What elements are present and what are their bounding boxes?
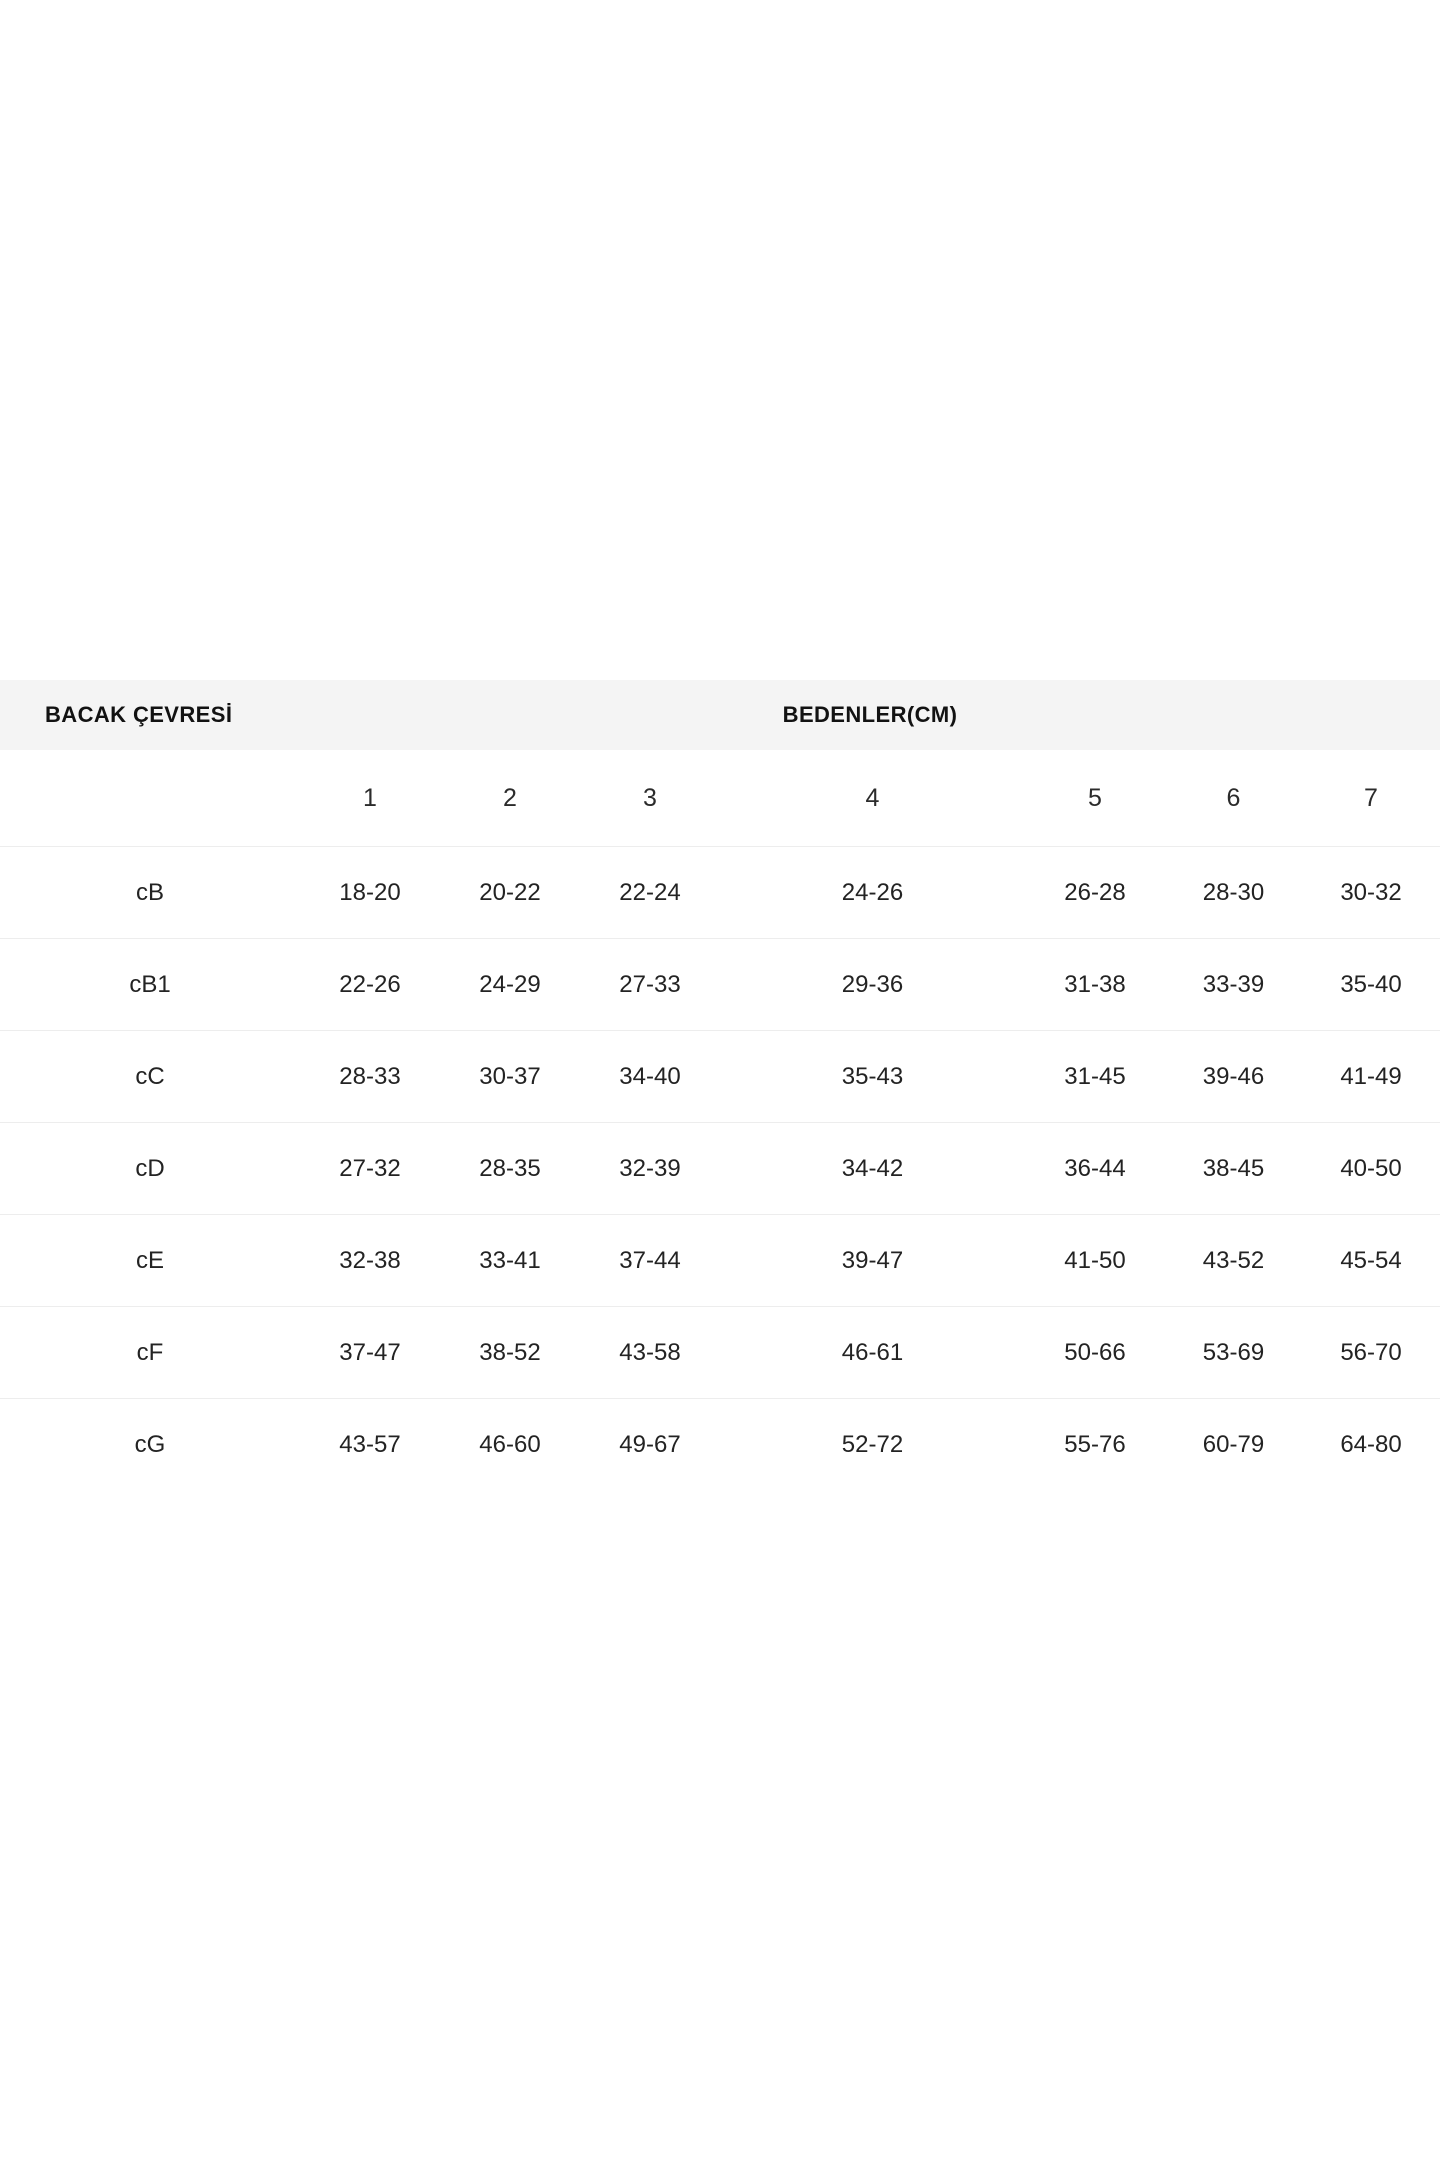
table-row: cF 37-47 38-52 43-58 46-61 50-66 53-69 5… <box>0 1306 1440 1399</box>
cell: 41-50 <box>1025 1214 1165 1307</box>
cell: 26-28 <box>1025 846 1165 939</box>
cell: 38-45 <box>1165 1122 1302 1215</box>
table-body: 1 2 3 4 5 6 7 cB 18-20 20-22 22-24 24-26… <box>0 750 1440 1490</box>
table-row: cB1 22-26 24-29 27-33 29-36 31-38 33-39 … <box>0 938 1440 1031</box>
cell: 39-47 <box>720 1214 1025 1307</box>
cell: 22-26 <box>300 938 440 1031</box>
cell: 55-76 <box>1064 1430 1126 1458</box>
sizes-group-title: BEDENLER(CM) <box>782 702 958 727</box>
cell: 35-43 <box>720 1030 1025 1123</box>
cell: 46-61 <box>720 1306 1025 1399</box>
cell: 22-24 <box>580 846 720 939</box>
size-column-header-3: 3 <box>580 750 720 847</box>
size-column-header-7: 7 <box>1302 750 1440 847</box>
size-column-header-2: 2 <box>440 750 580 847</box>
size-chart-table: BACAK ÇEVRESİ BEDENLER(CM) 1 2 3 4 5 6 7… <box>0 680 1440 1490</box>
row-label: cF <box>0 1306 300 1399</box>
size-column-header-6: 6 <box>1165 750 1302 847</box>
cell: 60-79 <box>1202 1430 1265 1458</box>
cell: 43-57 <box>339 1430 401 1458</box>
size-number-header-row: 1 2 3 4 5 6 7 <box>0 750 1440 847</box>
table-row: cC 28-33 30-37 34-40 35-43 31-45 39-46 4… <box>0 1030 1440 1123</box>
table-head: BACAK ÇEVRESİ BEDENLER(CM) <box>0 680 1440 750</box>
row-label: cE <box>0 1214 300 1307</box>
cell: 37-44 <box>580 1214 720 1307</box>
cell: 40-50 <box>1302 1122 1440 1215</box>
table-row: cE 32-38 33-41 37-44 39-47 41-50 43-52 4… <box>0 1214 1440 1307</box>
cell: 32-39 <box>580 1122 720 1215</box>
cell: 31-45 <box>1025 1030 1165 1123</box>
cell: 43-58 <box>580 1306 720 1399</box>
cell: 43-52 <box>1165 1214 1302 1307</box>
cell: 35-40 <box>1302 938 1440 1031</box>
row-label: cC <box>0 1030 300 1123</box>
cell: 28-33 <box>300 1030 440 1123</box>
cell: 36-44 <box>1025 1122 1165 1215</box>
cell: 32-38 <box>300 1214 440 1307</box>
cell: 46-60 <box>479 1430 541 1458</box>
cell: 53-69 <box>1165 1306 1302 1399</box>
cell: 56-70 <box>1302 1306 1440 1399</box>
row-label: cD <box>0 1122 300 1215</box>
cell: 38-52 <box>440 1306 580 1399</box>
cell: 18-20 <box>300 846 440 939</box>
cell: 20-22 <box>440 846 580 939</box>
table-row: cB 18-20 20-22 22-24 24-26 26-28 28-30 3… <box>0 846 1440 939</box>
cell: 34-42 <box>720 1122 1025 1215</box>
cell: 27-32 <box>300 1122 440 1215</box>
size-column-header-5: 5 <box>1025 750 1165 847</box>
cell: 33-39 <box>1165 938 1302 1031</box>
size-column-header-4: 4 <box>720 750 1025 847</box>
cell: 64-80 <box>1340 1430 1402 1458</box>
cell: 39-46 <box>1165 1030 1302 1123</box>
cell: 30-37 <box>440 1030 580 1123</box>
row-label: cB1 <box>0 938 300 1031</box>
cell: 33-41 <box>440 1214 580 1307</box>
cell: 24-26 <box>720 846 1025 939</box>
cell: 45-54 <box>1302 1214 1440 1307</box>
cell: 34-40 <box>580 1030 720 1123</box>
measurement-group-title: BACAK ÇEVRESİ <box>45 702 233 727</box>
cell: 29-36 <box>720 938 1025 1031</box>
cell: 28-30 <box>1165 846 1302 939</box>
table-row: cD 27-32 28-35 32-39 34-42 36-44 38-45 4… <box>0 1122 1440 1215</box>
cell: 27-33 <box>580 938 720 1031</box>
row-label-header-blank <box>0 750 300 847</box>
cell: 24-29 <box>440 938 580 1031</box>
row-label: cG <box>134 1430 166 1458</box>
cell: 28-35 <box>440 1122 580 1215</box>
size-column-header-1: 1 <box>300 750 440 847</box>
row-label: cB <box>0 846 300 939</box>
cell: 37-47 <box>300 1306 440 1399</box>
cell: 41-49 <box>1302 1030 1440 1123</box>
cell: 30-32 <box>1302 846 1440 939</box>
cell: 31-38 <box>1025 938 1165 1031</box>
table-row: cG 43-57 46-60 49-67 52-72 55-76 60-79 6… <box>0 1399 1440 1491</box>
cell: 50-66 <box>1025 1306 1165 1399</box>
cell: 49-67 <box>619 1430 681 1458</box>
cell: 52-72 <box>841 1430 904 1458</box>
table-banner-row: BACAK ÇEVRESİ BEDENLER(CM) <box>0 680 1440 750</box>
